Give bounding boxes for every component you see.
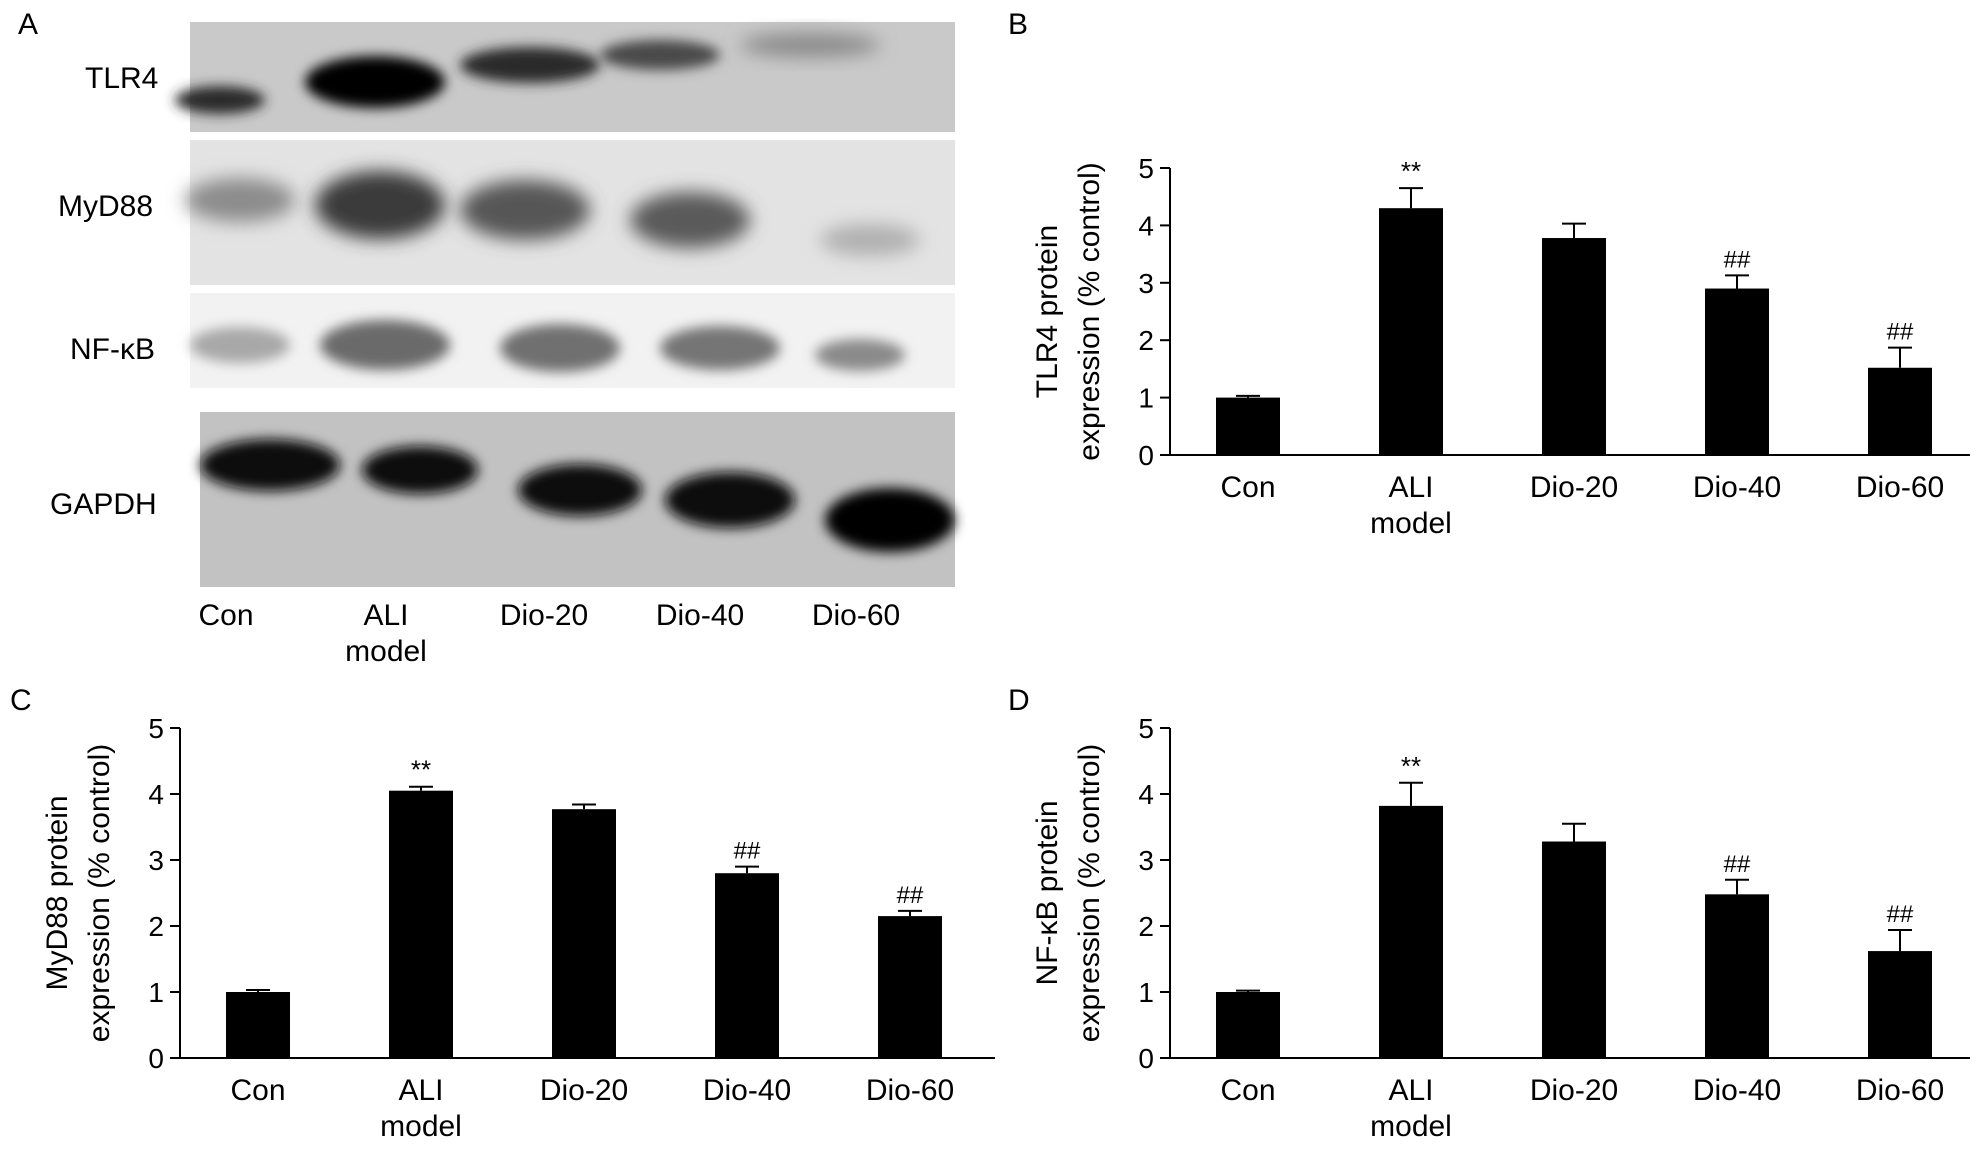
bar	[715, 873, 779, 1058]
x-tick-label: Dio-20	[1530, 1074, 1618, 1107]
y-tick-label: 5	[148, 713, 164, 744]
y-tick-label: 3	[1138, 845, 1154, 876]
x-tick-label: Dio-60	[1856, 471, 1944, 504]
x-tick-label: Con	[1220, 471, 1275, 504]
lane-label-dio-60: Dio-60	[811, 599, 901, 632]
band-label-gapdh: GAPDH	[50, 488, 157, 521]
y-tick-label: 5	[1138, 153, 1154, 184]
y-tick-label: 3	[148, 845, 164, 876]
y-tick-label: 4	[1138, 779, 1154, 810]
y-tick-label: 2	[148, 911, 164, 942]
bar	[1868, 951, 1932, 1058]
x-tick-label: Dio-20	[1530, 471, 1618, 504]
bar	[1542, 841, 1606, 1058]
y-tick-label: 5	[1138, 713, 1154, 744]
panel-label-c: C	[10, 684, 32, 717]
significance-marker: ##	[1887, 319, 1914, 346]
panel-label-a: A	[18, 8, 39, 41]
band-label-myd88: MyD88	[58, 190, 154, 223]
x-tick-label: Dio-20	[540, 1074, 628, 1107]
x-tick-label: model	[1370, 1110, 1452, 1143]
y-tick-label: 1	[148, 977, 164, 1008]
y-tick-label: 4	[148, 779, 164, 810]
bar-chart-tlr4: TLR4 protein expression (% control) 0 1 2 3 4 5…	[1031, 153, 1970, 540]
lane-label-dio-20: Dio-20	[499, 599, 589, 632]
significance-marker: ##	[734, 838, 761, 865]
x-tick-label: Dio-40	[703, 1074, 791, 1107]
bar-chart-myd88: MyD88 protein expression (% control) 0 1 2 3 4…	[41, 713, 995, 1143]
lane-label-ali-model: ALI model	[345, 599, 427, 668]
bar	[1216, 992, 1280, 1058]
y-tick-label: 0	[1138, 1043, 1154, 1074]
x-tick-label: model	[1370, 507, 1452, 540]
lane-label-con: Con	[198, 599, 254, 632]
y-tick-label: 4	[1138, 210, 1154, 241]
y-tick-label: 3	[1138, 268, 1154, 299]
bar	[389, 790, 453, 1058]
bar-chart-nfkb: NF-κB protein expression (% control) 0 1 2 3 4…	[1031, 713, 1970, 1143]
bar	[1379, 805, 1443, 1058]
x-tick-label: ALI	[1388, 471, 1433, 504]
y-tick-label: 2	[1138, 911, 1154, 942]
y-axis-label: NF-κB protein expression (% control)	[1031, 744, 1106, 1042]
significance-marker: ##	[1724, 851, 1751, 878]
western-blot-image	[175, 22, 955, 587]
y-tick-label: 1	[1138, 383, 1154, 414]
significance-marker: **	[1401, 156, 1421, 186]
y-tick-label: 2	[1138, 325, 1154, 356]
significance-marker: ##	[897, 882, 924, 909]
x-tick-label: Dio-60	[1856, 1074, 1944, 1107]
bar	[1705, 894, 1769, 1058]
x-tick-label: Dio-40	[1693, 471, 1781, 504]
band-label-nfkb: NF-κB	[70, 333, 155, 366]
x-tick-label: ALI	[398, 1074, 443, 1107]
x-tick-label: Dio-40	[1693, 1074, 1781, 1107]
significance-marker: **	[411, 755, 431, 785]
y-axis-label: MyD88 protein expression (% control)	[41, 744, 116, 1042]
y-tick-label: 0	[1138, 440, 1154, 471]
bar	[1705, 288, 1769, 455]
x-tick-label: ALI	[1388, 1074, 1433, 1107]
significance-marker: **	[1401, 751, 1421, 781]
x-tick-label: model	[380, 1110, 462, 1143]
lane-label-dio-40: Dio-40	[655, 599, 745, 632]
bar	[1542, 238, 1606, 455]
y-axis-label: TLR4 protein expression (% control)	[1031, 162, 1106, 460]
x-tick-label: Con	[1220, 1074, 1275, 1107]
significance-marker: ##	[1887, 901, 1914, 928]
panel-label-b: B	[1008, 8, 1029, 41]
x-tick-label: Con	[230, 1074, 285, 1107]
x-tick-label: Dio-60	[866, 1074, 954, 1107]
bar	[552, 809, 616, 1058]
panel-label-d: D	[1008, 684, 1030, 717]
bar	[226, 992, 290, 1058]
bar	[1379, 208, 1443, 455]
bar	[878, 916, 942, 1058]
band-label-tlr4: TLR4	[85, 62, 159, 95]
significance-marker: ##	[1724, 246, 1751, 273]
y-tick-label: 0	[148, 1043, 164, 1074]
bar	[1868, 367, 1932, 455]
western-blot-panel: TLR4 MyD88 NF-κB GAPDH Con ALI model Dio-…	[0, 0, 1000, 680]
bar	[1216, 397, 1280, 455]
y-tick-label: 1	[1138, 977, 1154, 1008]
